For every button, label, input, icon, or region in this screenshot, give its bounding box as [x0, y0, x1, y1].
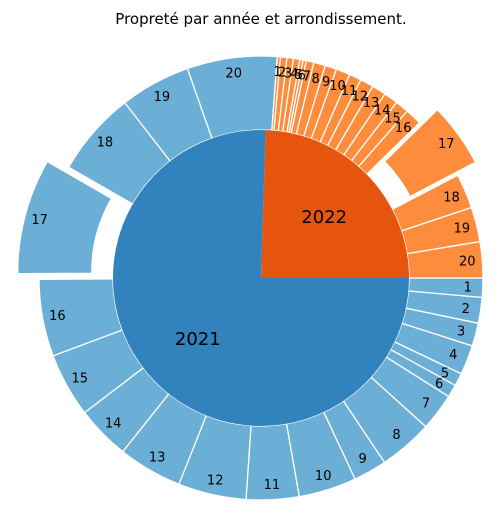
- outer-label-2022-6: 6: [298, 69, 306, 84]
- outer-label-2021-10: 10: [315, 469, 332, 484]
- outer-label-2021-20: 20: [225, 66, 242, 81]
- outer-label-2022-8: 8: [312, 72, 320, 87]
- outer-label-2021-9: 9: [359, 452, 367, 467]
- outer-label-2021-7: 7: [422, 397, 430, 412]
- outer-label-2022-17: 17: [438, 137, 455, 152]
- outer-label-2022-7: 7: [303, 70, 311, 85]
- outer-label-2022-11: 11: [341, 84, 358, 99]
- outer-label-2022-18: 18: [443, 191, 460, 206]
- outer-label-2021-5: 5: [441, 366, 449, 381]
- outer-label-2021-19: 19: [154, 90, 171, 105]
- outer-label-2021-2: 2: [462, 302, 470, 317]
- outer-label-2021-11: 11: [264, 478, 281, 493]
- outer-label-2022-13: 13: [363, 96, 380, 111]
- outer-label-2021-15: 15: [72, 372, 89, 387]
- outer-label-2022-14: 14: [374, 104, 391, 119]
- outer-label-2021-14: 14: [105, 416, 122, 431]
- outer-label-2021-12: 12: [207, 473, 224, 488]
- inner-labels: 2021 2022: [175, 207, 347, 350]
- inner-slice-2022: [261, 130, 409, 278]
- outer-slice-2021-17: [17, 160, 113, 275]
- outer-label-2021-16: 16: [49, 309, 66, 324]
- outer-label-2021-1: 1: [464, 281, 472, 296]
- outer-label-2022-3: 3: [284, 66, 292, 81]
- outer-label-2022-4: 4: [290, 67, 298, 82]
- outer-label-2022-1: 1: [274, 65, 282, 80]
- outer-label-2021-8: 8: [392, 428, 400, 443]
- outer-label-2022-20: 20: [459, 255, 476, 270]
- outer-label-2022-10: 10: [329, 79, 346, 94]
- outer-label-2021-6: 6: [435, 377, 443, 392]
- inner-label-2022: 2022: [301, 207, 347, 228]
- chart-title: Propreté par année et arrondissement.: [115, 10, 406, 28]
- inner-label-2021: 2021: [175, 329, 221, 350]
- inner-ring: [113, 130, 410, 427]
- outer-label-2021-3: 3: [457, 324, 465, 339]
- outer-label-2022-19: 19: [454, 222, 471, 237]
- outer-label-2021-18: 18: [97, 136, 114, 151]
- outer-label-2022-12: 12: [352, 90, 369, 105]
- outer-label-2022-5: 5: [295, 68, 303, 83]
- outer-ring: [17, 55, 484, 501]
- outer-label-2022-9: 9: [322, 75, 330, 90]
- outer-label-2021-17: 17: [31, 213, 48, 228]
- outer-label-2021-13: 13: [149, 451, 166, 466]
- outer-label-2022-2: 2: [278, 66, 286, 81]
- outer-label-2022-15: 15: [384, 112, 401, 127]
- outer-label-2022-16: 16: [395, 121, 412, 136]
- outer-slice-2022-17: [383, 108, 477, 198]
- outer-label-2021-4: 4: [449, 348, 457, 363]
